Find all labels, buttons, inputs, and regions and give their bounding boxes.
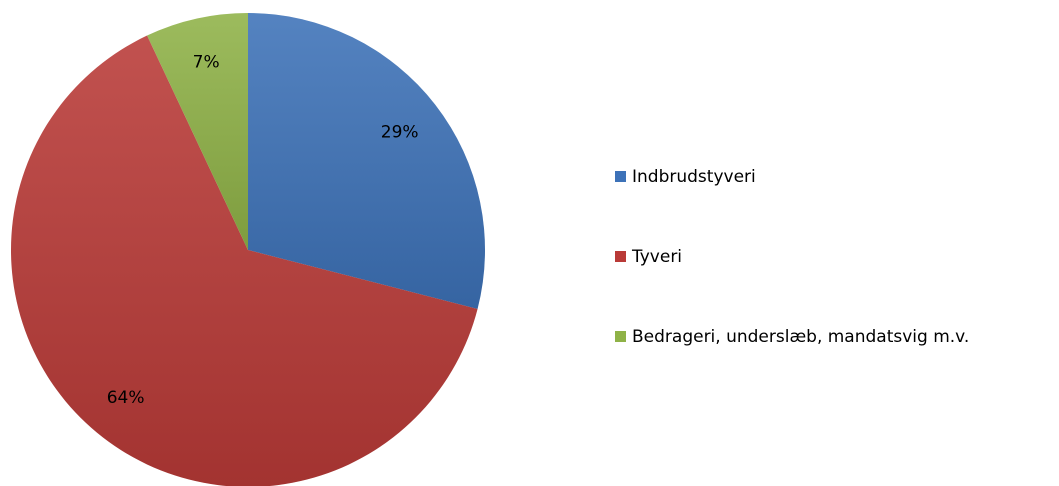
data-label: 29% bbox=[381, 122, 419, 142]
slice-shade bbox=[248, 13, 485, 309]
legend-swatch bbox=[615, 331, 626, 342]
legend-label: Indbrudstyveri bbox=[632, 167, 756, 187]
legend-swatch bbox=[615, 171, 626, 182]
data-label: 7% bbox=[193, 53, 220, 73]
slice-shade bbox=[11, 35, 478, 486]
legend-swatch bbox=[615, 251, 626, 262]
pie: 29% 64% 7% bbox=[11, 12, 485, 486]
legend: Indbrudstyveri Tyveri Bedrageri, underslæb… bbox=[615, 167, 969, 347]
data-label: 64% bbox=[107, 388, 145, 408]
slice-shade bbox=[147, 12, 248, 250]
legend-label: Bedrageri, underslæb, mandatsvig m.v. bbox=[632, 327, 969, 347]
legend-label: Tyveri bbox=[631, 247, 682, 267]
